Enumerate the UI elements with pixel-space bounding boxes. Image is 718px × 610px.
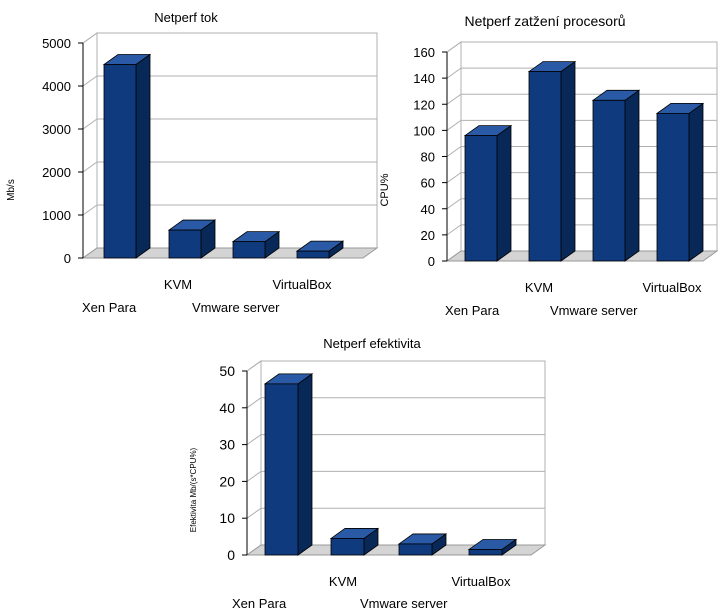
category-label: Xen Para bbox=[82, 300, 137, 315]
gridline bbox=[82, 161, 377, 173]
gridline bbox=[82, 204, 377, 216]
gridline bbox=[446, 41, 717, 53]
bar bbox=[264, 383, 299, 556]
y-tick-label: 20 bbox=[421, 228, 435, 243]
y-tick-label: 10 bbox=[219, 510, 235, 526]
bar bbox=[398, 543, 433, 556]
bar-side bbox=[688, 102, 704, 262]
y-axis-label: Efektivita Mb/(s*CPU%) bbox=[189, 447, 198, 532]
bar bbox=[656, 112, 690, 262]
y-tick-label: 1000 bbox=[42, 208, 71, 223]
chart-title: Netperf tok bbox=[154, 10, 218, 25]
bar bbox=[168, 229, 202, 259]
chart-title: Netperf efektivita bbox=[323, 336, 421, 351]
side-wall bbox=[246, 360, 262, 556]
chart-cpu-load: 0 20 40 60 80 100 120 140 160 Xen Para KVM Vmware s… bbox=[379, 13, 718, 318]
y-tick-label: 120 bbox=[413, 97, 435, 112]
y-tick-label: 0 bbox=[64, 251, 71, 266]
y-tick-label: 50 bbox=[219, 363, 235, 379]
gridline bbox=[246, 397, 545, 409]
bar bbox=[528, 71, 562, 262]
category-label: KVM bbox=[329, 574, 357, 589]
category-label: Xen Para bbox=[232, 596, 287, 610]
bar bbox=[296, 250, 330, 259]
bar bbox=[103, 64, 137, 259]
gridline bbox=[446, 67, 717, 79]
bar-side bbox=[560, 60, 576, 262]
category-label: VirtualBox bbox=[451, 574, 511, 589]
category-label: VirtualBox bbox=[272, 277, 332, 292]
category-label: KVM bbox=[525, 280, 553, 295]
gridline bbox=[246, 360, 545, 372]
y-tick-label: 3000 bbox=[42, 122, 71, 137]
bar-side bbox=[297, 373, 313, 556]
y-axis-label: CPU% bbox=[379, 173, 391, 206]
gridline bbox=[246, 434, 545, 446]
category-label: KVM bbox=[164, 277, 192, 292]
category-label: Vmware server bbox=[550, 303, 638, 318]
gridline bbox=[246, 470, 545, 482]
y-tick-label: 40 bbox=[421, 202, 435, 217]
y-tick-label: 60 bbox=[421, 176, 435, 191]
y-axis-label: Mb/s bbox=[6, 179, 17, 201]
gridline bbox=[82, 118, 377, 130]
y-tick-label: 0 bbox=[227, 547, 235, 563]
bar bbox=[464, 135, 498, 262]
y-tick-label: 30 bbox=[219, 437, 235, 453]
bar bbox=[468, 549, 503, 556]
category-label: VirtualBox bbox=[642, 280, 702, 295]
gridline bbox=[82, 32, 377, 44]
bar bbox=[232, 241, 266, 259]
gridline bbox=[82, 75, 377, 87]
y-tick-label: 2000 bbox=[42, 165, 71, 180]
bar-side bbox=[624, 89, 640, 262]
y-tick-label: 40 bbox=[219, 400, 235, 416]
bar bbox=[330, 538, 365, 556]
y-tick-label: 100 bbox=[413, 123, 435, 138]
y-tick-label: 160 bbox=[413, 45, 435, 60]
y-tick-label: 80 bbox=[421, 150, 435, 165]
category-label: Xen Para bbox=[445, 303, 500, 318]
side-wall bbox=[82, 32, 98, 259]
category-label: Vmware server bbox=[192, 300, 280, 315]
y-tick-label: 4000 bbox=[42, 79, 71, 94]
bar-side bbox=[135, 53, 151, 259]
chart-title: Netperf zatžení procesorů bbox=[464, 13, 625, 29]
y-tick-label: 0 bbox=[428, 254, 435, 269]
category-label: Vmware server bbox=[360, 596, 448, 610]
gridline bbox=[246, 507, 545, 519]
y-tick-label: 20 bbox=[219, 473, 235, 489]
bar-side bbox=[496, 124, 512, 262]
bar bbox=[592, 99, 626, 262]
y-tick-label: 5000 bbox=[42, 36, 71, 51]
y-tick-label: 140 bbox=[413, 71, 435, 86]
